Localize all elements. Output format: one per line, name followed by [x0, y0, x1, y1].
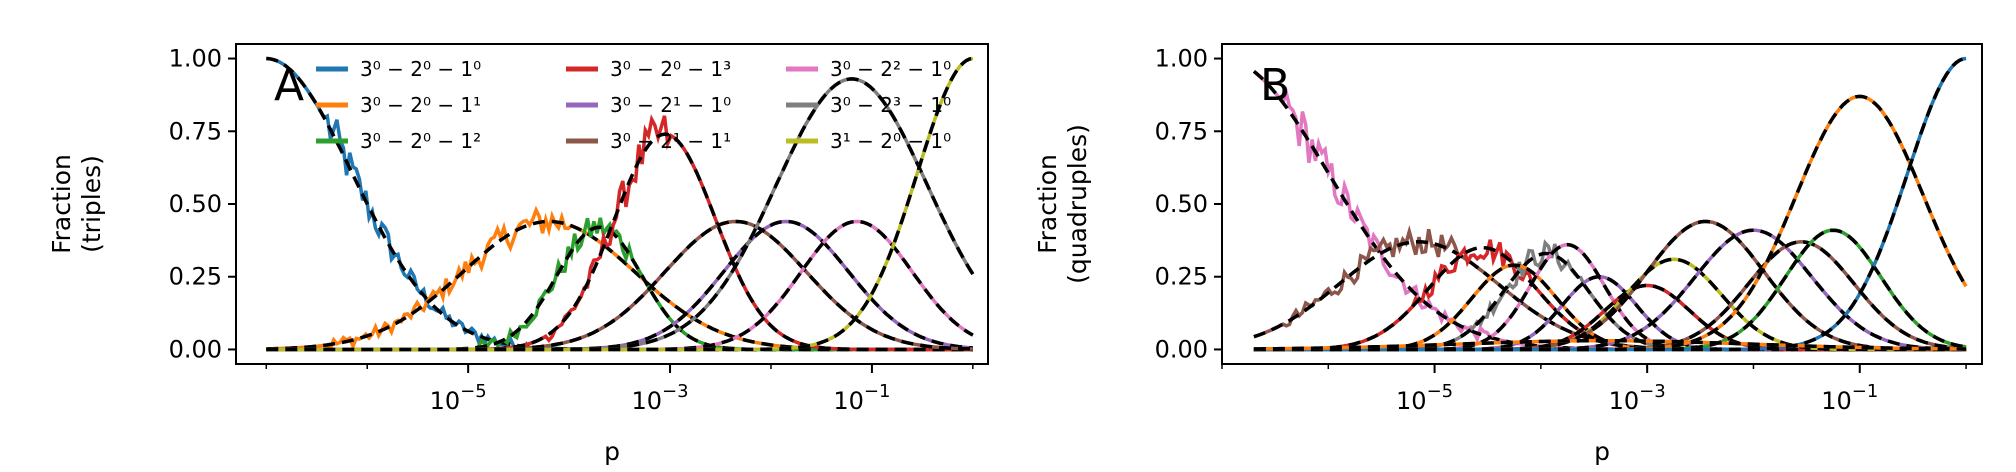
x-tick-label: 10−3 [1609, 381, 1666, 415]
legend-label: 3¹ − 2⁰ − 1⁰ [830, 129, 951, 153]
y-axis-label: Fraction [1033, 154, 1062, 254]
x-tick-label: 10−1 [1821, 381, 1878, 415]
legend: 3⁰ − 2⁰ − 1⁰ 3⁰ − 2⁰ − 1¹ 3⁰ − 2⁰ − 1² 3⁰ −… [316, 57, 951, 153]
x-axis-label: p [1594, 437, 1610, 466]
legend-label: 3⁰ − 2⁰ − 1¹ [360, 93, 481, 117]
legend-label: 3⁰ − 2³ − 1⁰ [830, 93, 951, 117]
panel-a: 0.00 0.25 0.50 0.75 1.00 10−5 10−3 10−1 p Fractio… [47, 43, 989, 466]
fit-line [1253, 219, 1967, 352]
plot-area [266, 56, 975, 352]
series-15 [1253, 338, 1967, 351]
panel-letter: A [274, 60, 304, 111]
y-axis-label: (quadruples) [1063, 124, 1092, 284]
y-tick-label: 0.50 [1155, 190, 1208, 218]
panel-b: 0.00 0.25 0.50 0.75 1.00 10−5 10−3 10−1 p Fractio… [1033, 43, 1983, 466]
y-tick-label: 1.00 [169, 45, 222, 73]
y-tick-label: 0.25 [1155, 263, 1208, 291]
y-tick-label: 0.00 [1155, 335, 1208, 363]
series-14 [1253, 56, 1967, 352]
x-axis-label: p [604, 437, 620, 466]
fit-line [266, 56, 974, 352]
legend-label: 3⁰ − 2⁰ − 1³ [610, 57, 731, 81]
y-tick-label: 0.75 [169, 117, 222, 145]
x-tick-label: 10−1 [833, 381, 890, 415]
y-axis-label: (triples) [77, 155, 106, 253]
series-9 [1253, 219, 1967, 352]
axes-frame [1221, 43, 1983, 365]
y-tick-label: 0.50 [169, 190, 222, 218]
series-8 [266, 56, 974, 352]
legend-label: 3⁰ − 2⁰ − 1² [360, 129, 481, 153]
panel-letter: B [1260, 60, 1290, 111]
y-tick-label: 0.25 [169, 263, 222, 291]
fit-line [1253, 56, 1967, 352]
y-tick-label: 0.00 [169, 335, 222, 363]
legend-label: 3⁰ − 2⁰ − 1⁰ [360, 57, 481, 81]
series-line [1253, 219, 1967, 352]
legend-label: 3⁰ − 2¹ − 1¹ [610, 129, 731, 153]
fit-line [266, 219, 973, 352]
y-axis-label: Fraction [47, 154, 76, 254]
plot-area [1252, 56, 1968, 352]
x-tick-label: 10−5 [430, 381, 487, 415]
x-tick-label: 10−3 [631, 381, 688, 415]
legend-label: 3⁰ − 2¹ − 1⁰ [610, 93, 731, 117]
series-2 [266, 217, 973, 352]
x-tick-label: 10−5 [1396, 381, 1453, 415]
series-line [266, 217, 973, 352]
fit-line [1253, 338, 1967, 351]
y-tick-label: 0.75 [1155, 117, 1208, 145]
y-tick-label: 1.00 [1155, 45, 1208, 73]
legend-label: 3⁰ − 2² − 1⁰ [830, 57, 951, 81]
